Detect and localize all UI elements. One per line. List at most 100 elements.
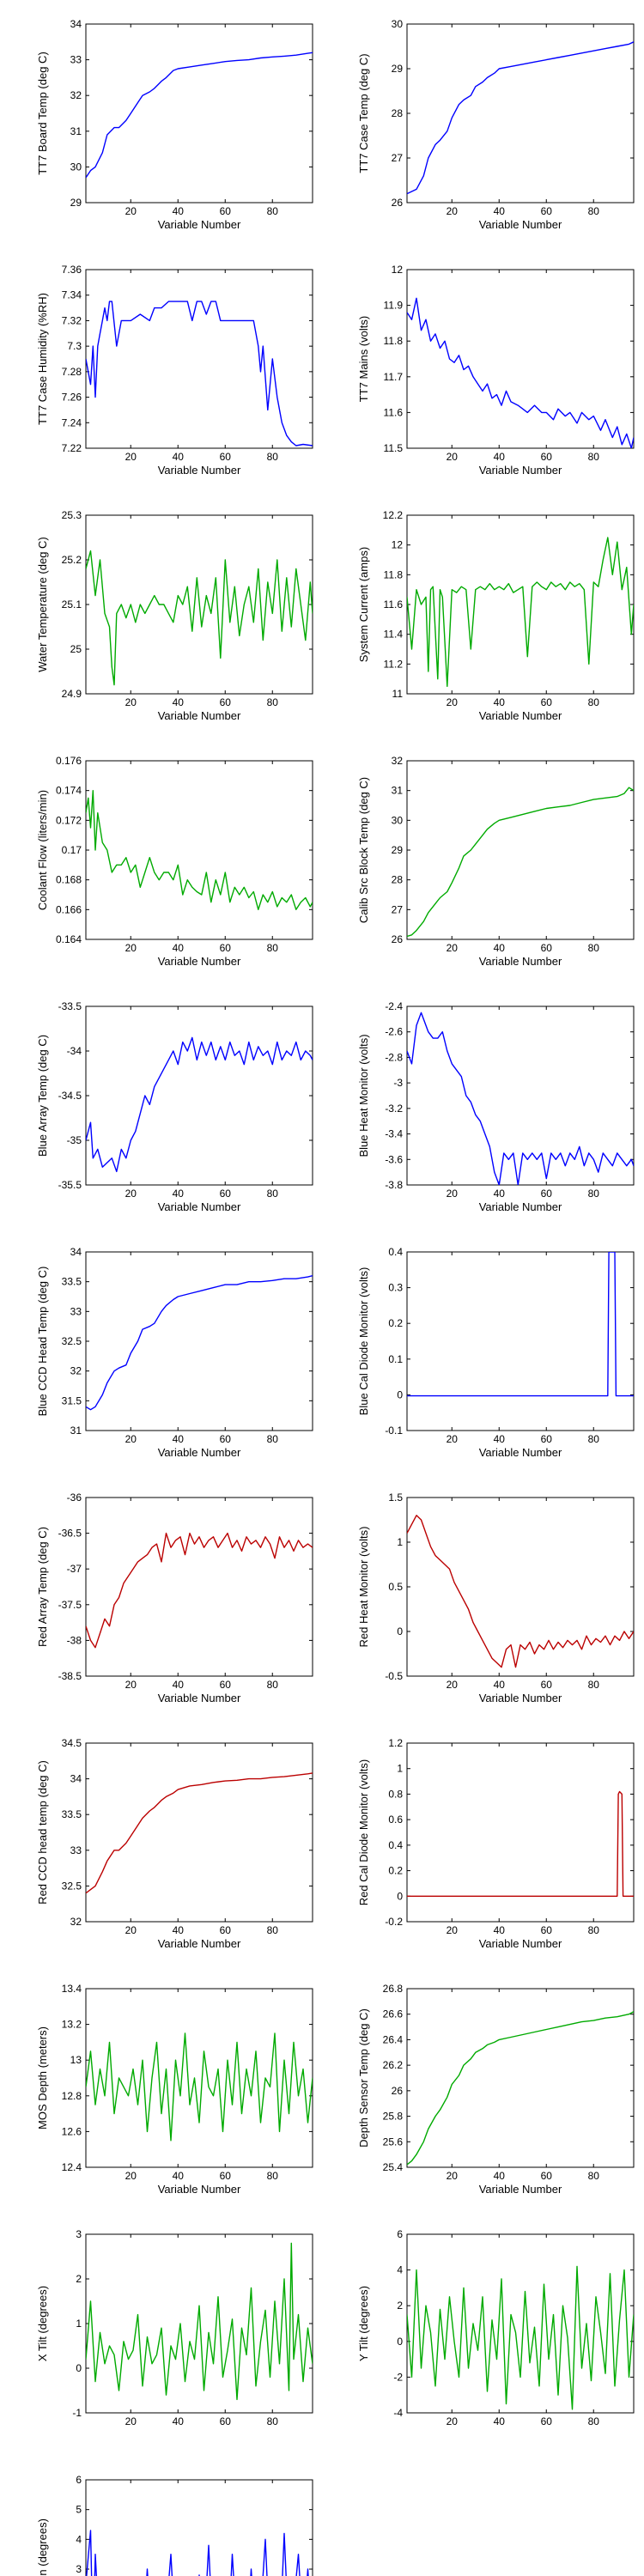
x-tick-label: 80 <box>588 2415 600 2427</box>
y-tick-label: -3.4 <box>385 1128 403 1140</box>
x-tick-label: 60 <box>541 1433 553 1445</box>
chart-6: 20 40 60 80 11 11.2 11.4 11.6 11.8 12 12.2 Variable… <box>357 509 635 722</box>
x-tick-label: 60 <box>541 205 553 217</box>
x-tick-label: 60 <box>220 942 232 954</box>
y-tick-label: 32.5 <box>62 1335 82 1347</box>
x-tick-label: 40 <box>494 2170 506 2182</box>
chart-20: 20 40 60 80 -4 -2 0 2 4 6 Y Tilt (degrees) <box>357 2228 635 2427</box>
y-tick-label: 11.2 <box>384 658 404 670</box>
y-tick-label: 32 <box>392 755 404 767</box>
x-tick-label: 60 <box>220 1433 232 1445</box>
series-line <box>86 1532 313 1649</box>
x-axis-label: Variable Number <box>479 1200 562 1213</box>
y-tick-label: -1 <box>72 2407 82 2419</box>
y-tick-label: 26.4 <box>383 2033 404 2045</box>
y-tick-label: 0 <box>76 2362 82 2374</box>
x-tick-label: 20 <box>125 2170 137 2182</box>
plot-frame <box>85 1005 313 1186</box>
plot-frame <box>85 1497 313 1677</box>
x-tick-label: 80 <box>267 205 279 217</box>
plot-frame <box>406 1005 635 1186</box>
x-tick-label: 20 <box>447 451 459 463</box>
y-tick-label: 1.5 <box>388 1492 403 1504</box>
x-tick-label: 40 <box>173 1188 185 1200</box>
y-tick-label: 12 <box>392 539 404 551</box>
x-axis-label: Variable Number <box>479 218 562 231</box>
y-tick-label: 0.4 <box>388 1839 403 1851</box>
y-tick-label: 34 <box>70 1773 82 1785</box>
y-tick-label: 25.4 <box>383 2161 404 2173</box>
y-tick-label: -3.6 <box>385 1153 403 1165</box>
x-tick-label: 40 <box>173 1924 185 1936</box>
series-line <box>407 1012 634 1185</box>
y-tick-label: -36.5 <box>58 1528 82 1540</box>
series-line <box>407 41 634 195</box>
y-axis-label: Blue Heat Monitor (volts) <box>357 1034 370 1157</box>
y-tick-label: 27 <box>392 152 404 164</box>
x-tick-label: 80 <box>267 451 279 463</box>
y-tick-label: 0.3 <box>388 1282 403 1294</box>
y-tick-label: 12.2 <box>383 509 404 521</box>
y-tick-label: -0.2 <box>385 1916 403 1928</box>
x-tick-label: 40 <box>494 1924 506 1936</box>
plot-frame <box>406 1988 635 2168</box>
chart-17: 20 40 60 80 12.4 12.6 12.8 13 13.2 13.4 Variable N… <box>36 1983 313 2196</box>
y-tick-label: -35.5 <box>58 1179 82 1191</box>
x-tick-label: 80 <box>588 451 600 463</box>
x-tick-label: 40 <box>494 1433 506 1445</box>
y-tick-label: 33.5 <box>62 1276 82 1288</box>
plot-frame <box>406 1251 635 1431</box>
x-tick-label: 60 <box>220 451 232 463</box>
y-tick-label: 34.5 <box>62 1737 82 1749</box>
y-tick-label: 4 <box>76 2533 82 2545</box>
chart-12: 20 40 60 80 -0.1 0 0.1 0.2 0.3 0.4 Variable Number… <box>357 1246 635 1459</box>
y-tick-label: 12.8 <box>62 2090 82 2102</box>
y-tick-label: -3.2 <box>385 1103 403 1115</box>
x-tick-label: 20 <box>447 2415 459 2427</box>
plot-frame <box>85 1251 313 1431</box>
y-tick-label: 27 <box>392 903 404 915</box>
y-axis-label: TT7 Case Temp (deg C) <box>357 53 370 173</box>
y-tick-label: -2 <box>393 2371 403 2383</box>
x-tick-label: 80 <box>588 1679 600 1691</box>
y-axis-label: X Tilt (degrees) <box>36 2286 49 2361</box>
y-axis-label: Calib Src Block Temp (deg C) <box>357 777 370 923</box>
y-tick-label: 2 <box>397 2300 403 2312</box>
y-tick-label: 28 <box>392 107 404 119</box>
x-tick-label: 60 <box>541 1924 553 1936</box>
y-tick-label: 0.164 <box>56 933 82 945</box>
x-tick-label: 20 <box>447 1188 459 1200</box>
y-tick-label: -3 <box>393 1077 403 1089</box>
y-tick-label: 3 <box>76 2563 82 2575</box>
x-tick-label: 60 <box>220 1679 232 1691</box>
y-tick-label: 7.32 <box>62 314 82 326</box>
y-axis-label: TT7 Mains (volts) <box>357 316 370 402</box>
y-tick-label: 0 <box>397 2336 403 2348</box>
series-line <box>407 537 634 687</box>
y-axis-label: MOS Depth (meters) <box>36 2026 49 2129</box>
y-tick-label: 0 <box>397 1625 403 1637</box>
y-tick-label: 31 <box>70 1425 82 1437</box>
chart-11: 20 40 60 80 31 31.5 32 32.5 33 33.5 34 Variable Num… <box>36 1246 313 1459</box>
y-tick-label: 25.2 <box>62 554 82 566</box>
x-tick-label: 20 <box>125 1188 137 1200</box>
y-axis-label: Red Array Temp (deg C) <box>36 1527 49 1647</box>
y-tick-label: 34 <box>70 18 82 30</box>
y-tick-label: -33.5 <box>58 1000 82 1012</box>
x-tick-label: 40 <box>173 451 185 463</box>
x-tick-label: 20 <box>125 205 137 217</box>
y-tick-label: 31 <box>70 125 82 137</box>
x-tick-label: 40 <box>494 1188 506 1200</box>
y-tick-label: 2 <box>76 2273 82 2285</box>
y-tick-label: 12.6 <box>62 2125 82 2137</box>
series-line <box>86 790 313 911</box>
chart-16: 20 40 60 80 -0.2 0 0.2 0.4 0.6 0.8 1 1.2 Variable Nu… <box>357 1737 635 1950</box>
y-tick-label: -2.4 <box>385 1000 403 1012</box>
y-tick-label: -37.5 <box>58 1599 82 1611</box>
y-tick-label: 0.17 <box>62 844 82 856</box>
y-tick-label: 1.2 <box>388 1737 403 1749</box>
y-tick-label: 32 <box>70 89 82 101</box>
x-tick-label: 20 <box>447 2170 459 2182</box>
plot-frame <box>406 1742 635 1923</box>
series-line <box>407 1515 634 1668</box>
